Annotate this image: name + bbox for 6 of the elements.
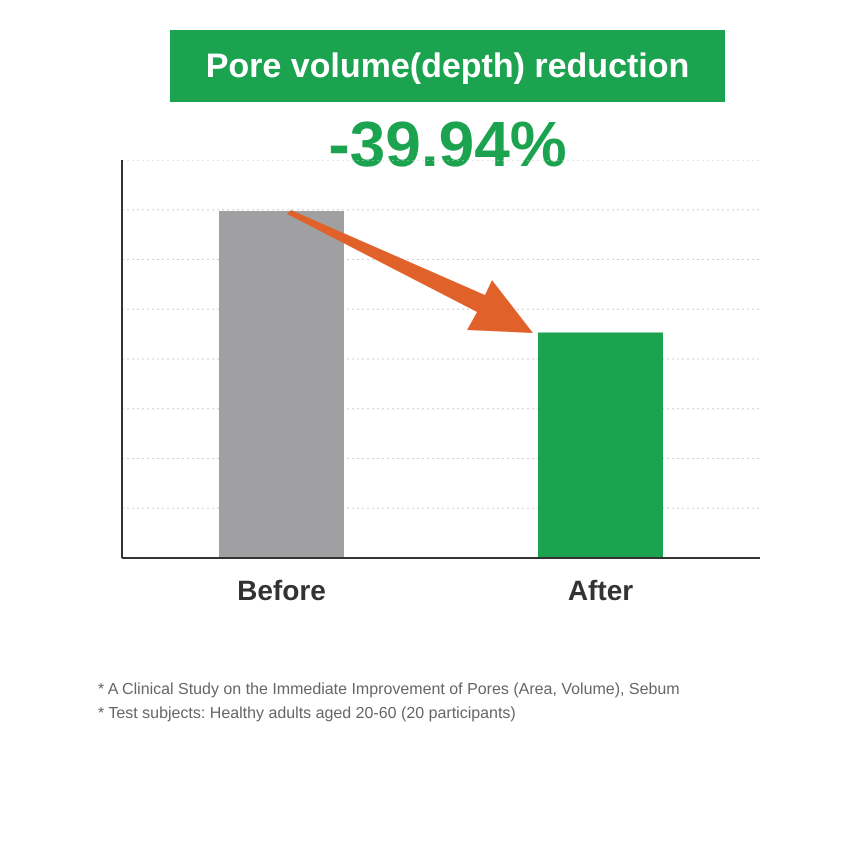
x-tick-label: After [568,574,634,606]
text: * A Clinical Study on the Immediate Improvement of Pores (Area, Volume), Sebum [98,680,681,700]
x-tick-label: Before [237,574,326,606]
chart-subtitle: -39.94% [327,107,568,182]
text: * Test subjects: Healthy adults aged 20-60 (20 participants) [98,704,517,724]
chart-title: Pore volume(depth) reduction [170,30,725,102]
